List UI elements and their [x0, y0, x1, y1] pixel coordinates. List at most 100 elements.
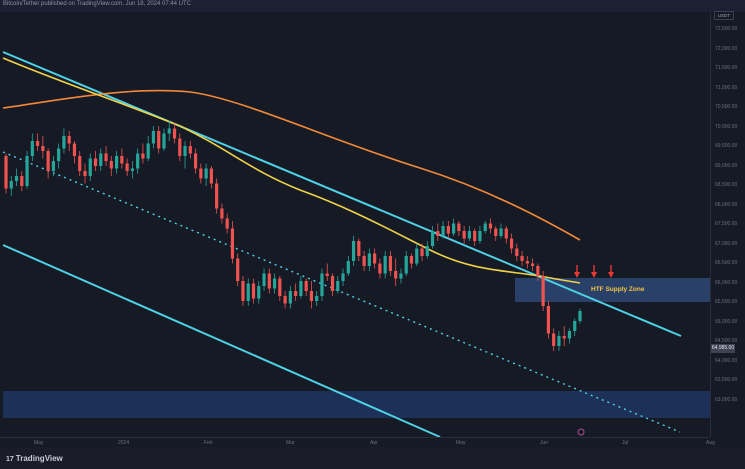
candle [267, 268, 271, 294]
time-tick-label: Feb [204, 440, 213, 446]
candle-body [499, 228, 503, 236]
candle [25, 151, 29, 189]
candle [199, 163, 203, 184]
footer: 17 TradingView [0, 447, 745, 469]
price-tick-label: 63,500.00 [715, 377, 738, 383]
candle [536, 263, 540, 281]
candle [209, 166, 213, 189]
candle [373, 248, 377, 269]
candle-body [57, 148, 61, 161]
arrow-head [574, 272, 580, 278]
candle-body [351, 241, 356, 261]
htf-supply-zone [515, 278, 710, 302]
price-tick-label: 66,000.00 [715, 279, 738, 286]
candle-body [157, 131, 161, 149]
price-tick-label: 66,500.00 [715, 260, 738, 266]
candle-body [136, 153, 140, 169]
candle [88, 153, 92, 181]
candle [525, 256, 529, 269]
candle-body [315, 296, 319, 301]
candle-body [20, 176, 24, 186]
candle [30, 133, 34, 161]
price-tick-label: 70,500.00 [715, 104, 738, 110]
price-tick-label: 67,500.00 [715, 221, 738, 227]
candle [452, 218, 456, 236]
candle-body [209, 168, 213, 184]
candle-body [283, 296, 287, 304]
down-arrow-icon [608, 265, 614, 278]
down-arrow-icon [591, 265, 597, 278]
candle-body [325, 273, 329, 276]
candle-body [204, 168, 208, 179]
candle-body [420, 248, 424, 256]
tradingview-logo[interactable]: 17 TradingView [6, 454, 63, 463]
chart-canvas[interactable] [0, 12, 710, 437]
candle-body [399, 273, 403, 279]
candle [251, 278, 256, 304]
candle [388, 251, 393, 276]
candle [520, 251, 524, 266]
price-tick-label: 68,000.00 [715, 201, 738, 208]
candle [504, 226, 508, 244]
candle [67, 131, 71, 151]
candle-body [215, 183, 219, 209]
candle-body [35, 141, 40, 146]
candle [257, 281, 261, 304]
candle [309, 281, 314, 309]
candle-body [341, 273, 345, 281]
candle [499, 223, 503, 239]
candle [167, 121, 171, 141]
candle [562, 326, 566, 346]
candle-body [373, 253, 377, 264]
candle-body [430, 231, 435, 246]
candle-body [425, 246, 429, 256]
candle [467, 226, 472, 241]
candle-body [67, 136, 71, 144]
candle [262, 268, 266, 291]
candle [104, 146, 108, 166]
candle [552, 328, 556, 351]
price-tick-label: 72,000.00 [715, 45, 738, 52]
candle [509, 233, 514, 254]
candle-body [41, 146, 45, 151]
candle-body [109, 161, 113, 169]
price-tick-label: 69,500.00 [715, 143, 738, 149]
candle-body [552, 333, 556, 346]
price-tick-label: 72,500.00 [715, 26, 738, 32]
candle-body [251, 283, 256, 299]
candle-body [193, 153, 198, 169]
candle [404, 251, 408, 276]
candle [462, 226, 466, 244]
candle [320, 268, 324, 301]
candle-body [409, 256, 414, 264]
candle-body [72, 143, 77, 156]
time-axis[interactable]: May 2024 Feb Mar Apr May Jun Jul Aug [0, 437, 715, 448]
candle [51, 156, 55, 176]
candle-body [146, 143, 150, 159]
candle-body [525, 261, 529, 264]
price-tick-label: 65,500.00 [715, 299, 738, 305]
candle-body [267, 273, 271, 289]
candle [383, 251, 387, 279]
candle [478, 226, 482, 244]
candle-body [299, 281, 303, 296]
candle-body [573, 321, 577, 331]
candle [457, 221, 461, 236]
candle [531, 258, 535, 271]
candle [246, 278, 250, 306]
candle [230, 221, 235, 264]
candle-body [236, 258, 240, 281]
candle-body [288, 291, 292, 304]
candle-body [241, 281, 245, 301]
candle-body [83, 171, 87, 176]
price-axis[interactable]: 72,500.00 72,000.00 71,500.00 71,000.00 70,5… [710, 12, 745, 437]
candle [341, 268, 345, 286]
candle [162, 128, 166, 151]
candle-body [546, 306, 551, 334]
candle [151, 126, 156, 149]
candle [515, 243, 519, 261]
candle [473, 228, 477, 246]
candle-body [172, 128, 177, 139]
